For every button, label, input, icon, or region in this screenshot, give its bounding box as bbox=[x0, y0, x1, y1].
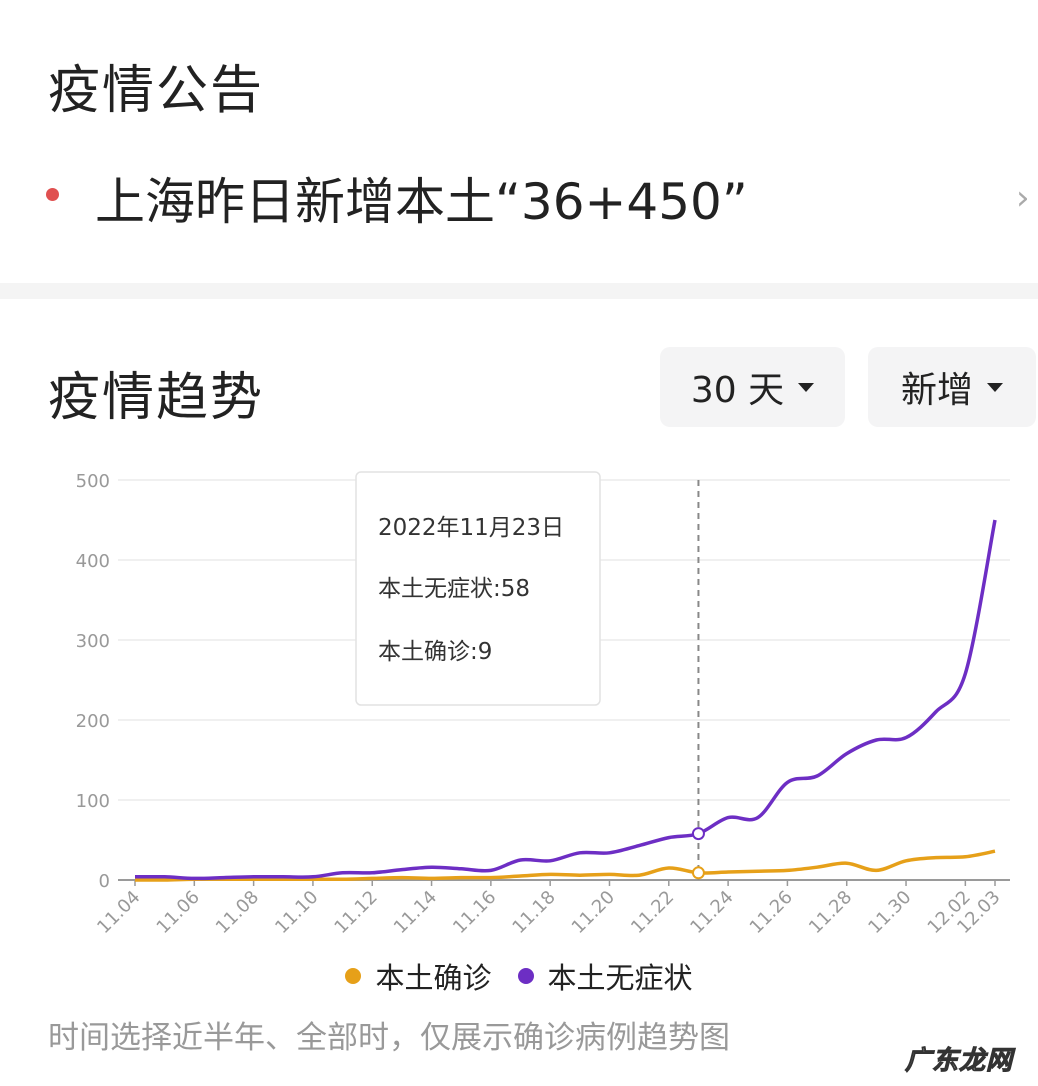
legend-label: 本土无症状 bbox=[547, 961, 693, 995]
range-dropdown[interactable]: 30 天 bbox=[660, 347, 845, 427]
x-tick-label: 11.04 bbox=[93, 887, 144, 938]
y-tick-label: 300 bbox=[76, 631, 110, 652]
y-tick-label: 500 bbox=[76, 471, 110, 492]
legend-item-confirmed[interactable]: 本土确诊 bbox=[345, 955, 492, 997]
watermark-logo: 广东龙网 bbox=[904, 1046, 1014, 1077]
x-tick-label: 11.18 bbox=[508, 887, 559, 938]
notice-section-title: 疫情公告 bbox=[48, 61, 265, 121]
hover-point-asymptomatic bbox=[691, 827, 705, 841]
y-tick-label: 100 bbox=[76, 791, 110, 812]
x-tick-label: 11.06 bbox=[153, 887, 204, 938]
y-tick-label: 400 bbox=[76, 551, 110, 572]
y-tick-label: 200 bbox=[76, 711, 110, 732]
series-line-asymptomatic bbox=[134, 519, 997, 881]
legend-dot-icon bbox=[517, 968, 534, 984]
caret-down-icon bbox=[798, 382, 815, 392]
tooltip-asymptomatic: 本土无症状:58 bbox=[378, 576, 530, 602]
chevron-right-icon: › bbox=[1016, 178, 1030, 218]
chart-series bbox=[134, 519, 997, 882]
hover-point-confirmed bbox=[691, 866, 705, 880]
x-tick-label: 11.22 bbox=[627, 887, 678, 938]
chart-legend: 本土确诊 本土无症状 bbox=[0, 955, 1038, 997]
legend-item-asymptomatic[interactable]: 本土无症状 bbox=[517, 955, 693, 997]
x-tick-label: 11.08 bbox=[212, 887, 263, 938]
section-divider bbox=[0, 283, 1038, 299]
x-tick-label: 11.24 bbox=[686, 887, 737, 938]
bullet-dot-icon bbox=[46, 188, 59, 201]
x-tick-label: 11.14 bbox=[390, 887, 441, 938]
notice-headline: 上海昨日新增本土“36+450” bbox=[95, 173, 748, 231]
legend-label: 本土确诊 bbox=[375, 961, 492, 995]
x-tick-label: 11.12 bbox=[330, 887, 381, 938]
legend-dot-icon bbox=[345, 968, 362, 984]
metric-dropdown[interactable]: 新增 bbox=[868, 347, 1036, 427]
hover-markers bbox=[691, 827, 705, 880]
metric-dropdown-label: 新增 bbox=[900, 370, 973, 411]
y-tick-label: 0 bbox=[99, 871, 110, 892]
caret-down-icon bbox=[987, 382, 1003, 392]
x-tick-label: 11.28 bbox=[805, 887, 856, 938]
y-axis: 0 100 200 300 400 500 bbox=[76, 471, 110, 892]
x-tick-label: 11.30 bbox=[864, 887, 915, 938]
x-tick-label: 11.10 bbox=[271, 887, 322, 938]
x-axis: 11.04 11.06 11.08 11.10 11.12 11.14 11.16 11.18… bbox=[93, 880, 1005, 938]
trend-section-title: 疫情趋势 bbox=[48, 368, 265, 428]
x-tick-label: 11.20 bbox=[568, 887, 619, 938]
notice-item[interactable]: 上海昨日新增本土“36+450” › bbox=[0, 150, 1038, 250]
tooltip-confirmed: 本土确诊:9 bbox=[378, 639, 492, 665]
tooltip-date: 2022年11月23日 bbox=[378, 515, 564, 541]
series-line-confirmed bbox=[134, 849, 996, 882]
chart-footnote: 时间选择近半年、全部时，仅展示确诊病例趋势图 bbox=[48, 1020, 730, 1056]
range-dropdown-label: 30 天 bbox=[690, 370, 785, 411]
x-tick-label: 11.16 bbox=[449, 887, 500, 938]
chart-tooltip: 2022年11月23日 本土无症状:58 本土确诊:9 bbox=[355, 471, 601, 706]
x-tick-label: 11.26 bbox=[746, 887, 797, 938]
